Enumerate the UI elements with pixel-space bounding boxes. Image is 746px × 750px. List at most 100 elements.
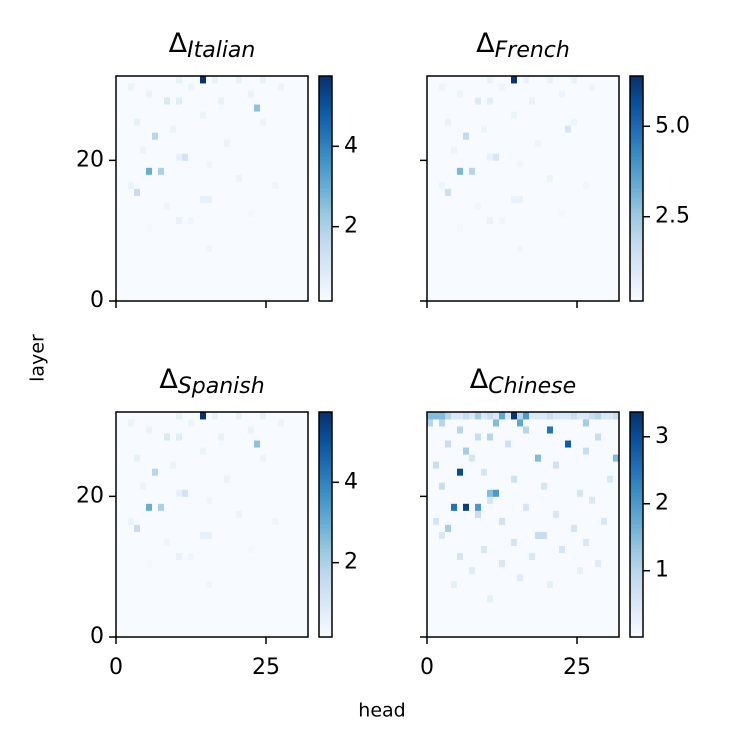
heatmap-cell — [433, 230, 440, 239]
heatmap-cell — [272, 125, 279, 133]
heatmap-cell — [272, 489, 279, 497]
colorbar-tick-label: 1 — [655, 558, 669, 583]
heatmap-cell — [140, 153, 147, 161]
heatmap-cell — [188, 489, 195, 497]
heatmap-cell — [571, 412, 578, 420]
heatmap-cell — [188, 202, 195, 210]
heatmap-cell — [505, 559, 512, 568]
heatmap-cell — [134, 195, 141, 203]
heatmap-cell — [577, 482, 584, 490]
heatmap-cell — [565, 132, 572, 140]
heatmap-cell — [182, 510, 189, 518]
heatmap-cell — [284, 496, 291, 504]
heatmap-cell — [439, 125, 446, 133]
heatmap-cell — [463, 482, 470, 490]
heatmap-cell — [463, 433, 470, 441]
heatmap-cell — [433, 251, 440, 260]
heatmap-cell — [266, 216, 273, 225]
heatmap-cell — [302, 475, 309, 483]
heatmap-cell — [278, 90, 285, 98]
heatmap-cell — [296, 104, 303, 112]
heatmap-cell — [445, 608, 452, 617]
heatmap-cell — [487, 181, 494, 189]
heatmap-cell — [493, 104, 500, 112]
heatmap-cell — [278, 587, 285, 596]
heatmap-cell — [607, 496, 614, 504]
heatmap-cell — [511, 566, 518, 575]
heatmap-cell — [272, 447, 279, 455]
heatmap-cell — [451, 272, 458, 281]
heatmap-cell — [481, 188, 488, 196]
colorbar — [318, 75, 333, 302]
heatmap-cell — [134, 237, 141, 246]
heatmap-cell — [475, 489, 482, 497]
heatmap-cell — [200, 475, 207, 483]
heatmap-cell — [451, 125, 458, 133]
heatmap-cell — [613, 580, 620, 589]
heatmap-cell — [457, 146, 464, 154]
heatmap-cell — [613, 237, 620, 246]
heatmap-cell — [577, 153, 584, 161]
heatmap-cell — [140, 608, 147, 617]
heatmap-cell — [254, 454, 261, 462]
heatmap-cell — [523, 125, 530, 133]
heatmap-cell — [511, 111, 518, 119]
heatmap-cell — [595, 76, 602, 84]
heatmap-cell — [248, 251, 255, 260]
heatmap-cell — [296, 153, 303, 161]
heatmap-cell — [278, 419, 285, 427]
heatmap-cell — [439, 265, 446, 274]
heatmap-cell — [122, 286, 129, 295]
heatmap-cell — [577, 447, 584, 455]
heatmap-cell — [254, 132, 261, 140]
heatmap-cell — [254, 230, 261, 239]
heatmap-cell — [146, 524, 153, 532]
heatmap-cell — [457, 524, 464, 532]
heatmap-cell — [206, 580, 213, 589]
heatmap-cell — [212, 209, 219, 218]
heatmap-cell — [242, 251, 249, 260]
heatmap-cell — [475, 90, 482, 98]
heatmap-cell — [122, 272, 129, 281]
heatmap-cell — [439, 195, 446, 203]
heatmap-cell — [535, 265, 542, 274]
heatmap-cell — [206, 608, 213, 617]
heatmap-cell — [248, 209, 255, 218]
heatmap-cell — [176, 447, 183, 455]
heatmap-cell — [140, 552, 147, 561]
heatmap-cell — [601, 97, 608, 105]
heatmap-cell — [559, 111, 566, 119]
heatmap-cell — [290, 230, 297, 239]
heatmap-cell — [445, 76, 452, 84]
heatmap-cell — [571, 293, 578, 302]
heatmap-cell — [194, 244, 201, 253]
heatmap-cell — [613, 482, 620, 490]
heatmap-cell — [511, 440, 518, 448]
heatmap-cell — [140, 83, 147, 91]
heatmap-cell — [475, 412, 482, 420]
heatmap-cell — [182, 580, 189, 589]
heatmap-cell — [302, 566, 309, 575]
heatmap-cell — [487, 209, 494, 218]
heatmap-cell — [487, 566, 494, 575]
heatmap-cell — [188, 132, 195, 140]
heatmap-cell — [565, 566, 572, 575]
heatmap-cell — [517, 202, 524, 210]
heatmap-cell — [290, 104, 297, 112]
heatmap-cell — [152, 587, 159, 596]
heatmap-cell — [140, 622, 147, 631]
heatmap-cell — [427, 244, 434, 253]
heatmap-cell — [212, 601, 219, 610]
heatmap-cell — [128, 461, 135, 469]
heatmap-cell — [463, 286, 470, 295]
heatmap-cell — [595, 265, 602, 274]
heatmap-cell — [248, 559, 255, 568]
heatmap-cell — [547, 531, 554, 539]
heatmap-cell — [487, 90, 494, 98]
heatmap-cell — [200, 83, 207, 91]
heatmap-cell — [463, 573, 470, 582]
heatmap-cell — [170, 174, 177, 182]
heatmap-cell — [146, 97, 153, 105]
heatmap-cell — [607, 440, 614, 448]
heatmap-cell — [511, 244, 518, 253]
